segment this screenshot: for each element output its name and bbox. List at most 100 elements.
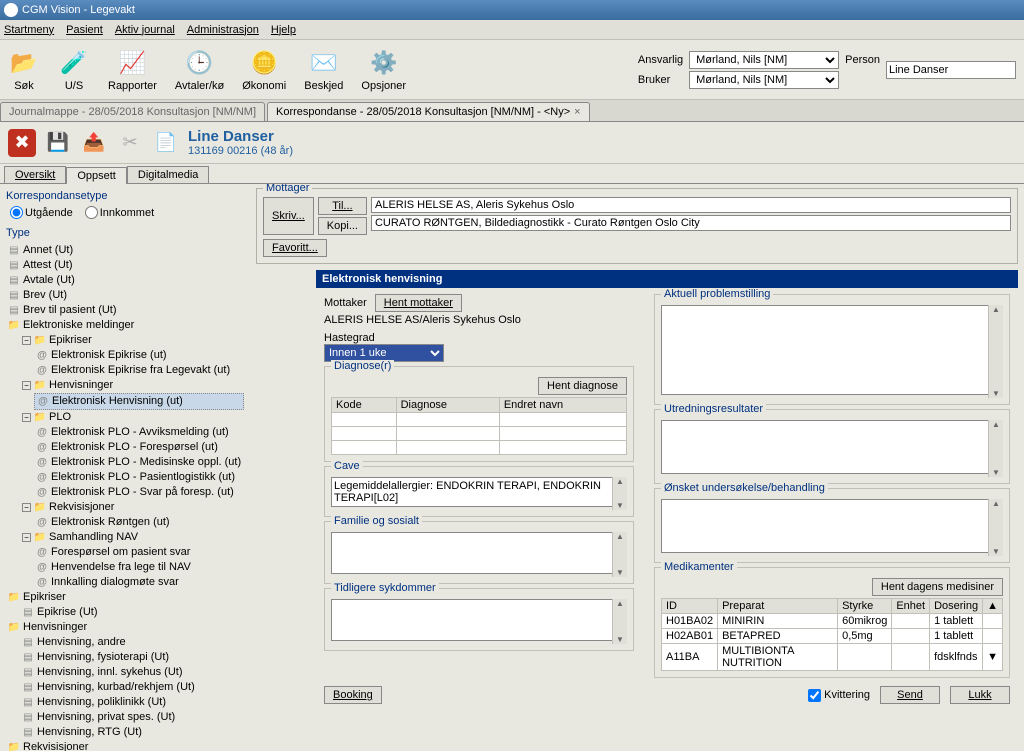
collapse-icon[interactable]: − [22, 336, 31, 345]
scrollbar[interactable]: ▲▼ [612, 532, 627, 577]
tree-samhandling[interactable]: −📁Samhandling NAV [20, 530, 244, 545]
person-input[interactable] [886, 61, 1016, 79]
tree-epikriser[interactable]: −📁Epikriser [20, 333, 244, 348]
kopi-button[interactable]: Kopi... [318, 217, 367, 235]
send-button[interactable]: 📤 [80, 129, 108, 157]
tree-plo3[interactable]: @Elektronisk PLO - Medisinske oppl. (ut) [34, 455, 244, 470]
tree-h7[interactable]: ▤Henvisning, RTG (Ut) [20, 725, 244, 740]
tool-beskjed[interactable]: ✉️Beskjed [304, 48, 343, 92]
tree-henvisninger2[interactable]: 📁Henvisninger [6, 620, 244, 635]
table-row[interactable] [332, 413, 627, 427]
menu-pasient[interactable]: Pasient [66, 24, 103, 36]
utrednings-textarea[interactable] [661, 420, 1003, 474]
med-table[interactable]: IDPreparatStyrkeEnhetDosering▲ H01BA02MI… [661, 598, 1003, 671]
tool-avtaler[interactable]: 🕒Avtaler/kø [175, 48, 224, 92]
tree-nav3[interactable]: @Innkalling dialogmøte svar [34, 575, 244, 590]
cut-button[interactable]: ✂ [116, 129, 144, 157]
send-button[interactable]: Send [880, 686, 940, 704]
menu-startmeny[interactable]: Startmeny [4, 24, 54, 36]
hent-diagnose-button[interactable]: Hent diagnose [538, 377, 627, 395]
tab-korrespondanse[interactable]: Korrespondanse - 28/05/2018 Konsultasjon… [267, 102, 590, 121]
scrollbar[interactable]: ▲▼ [988, 420, 1003, 477]
collapse-icon[interactable]: − [22, 533, 31, 542]
view-tab-oversikt[interactable]: Oversikt [4, 166, 66, 183]
tree-brev-pasient[interactable]: ▤Brev til pasient (Ut) [6, 303, 244, 318]
ansvarlig-select[interactable]: Mørland, Nils [NM] [689, 51, 839, 69]
table-row[interactable]: A11BAMULTIBIONTA NUTRITIONfdsklfnds▼ [662, 644, 1003, 671]
collapse-icon[interactable]: − [22, 381, 31, 390]
table-row[interactable] [332, 427, 627, 441]
tree-h4[interactable]: ▤Henvisning, kurbad/rekhjem (Ut) [20, 680, 244, 695]
tree-plo2[interactable]: @Elektronisk PLO - Forespørsel (ut) [34, 440, 244, 455]
close-button[interactable]: ✖ [8, 129, 36, 157]
table-row[interactable] [332, 441, 627, 455]
tool-opsjoner[interactable]: ⚙️Opsjoner [361, 48, 406, 92]
tree-el-rontgen[interactable]: @Elektronisk Røntgen (ut) [34, 515, 244, 530]
tree-henvisninger[interactable]: −📁Henvisninger [20, 378, 244, 393]
table-row[interactable]: H02AB01BETAPRED0,5mg1 tablett [662, 629, 1003, 644]
close-icon[interactable]: × [574, 106, 580, 118]
tree-annet[interactable]: ▤Annet (Ut) [6, 243, 244, 258]
scrollbar[interactable]: ▲▼ [988, 499, 1003, 556]
familie-textarea[interactable] [331, 532, 627, 574]
tidligere-textarea[interactable] [331, 599, 627, 641]
view-tab-oppsett[interactable]: Oppsett [66, 167, 127, 184]
tree-epikriser2[interactable]: 📁Epikriser [6, 590, 244, 605]
hent-mottaker-button[interactable]: Hent mottaker [375, 294, 462, 312]
diagnose-table[interactable]: KodeDiagnoseEndret navn [331, 397, 627, 455]
menu-administrasjon[interactable]: Administrasjon [187, 24, 259, 36]
skriv-button[interactable]: Skriv... [263, 197, 314, 235]
view-tab-digitalmedia[interactable]: Digitalmedia [127, 166, 210, 183]
tree-rekvisisjoner2[interactable]: 📁Rekvisisjoner [6, 740, 244, 751]
tree-avtale[interactable]: ▤Avtale (Ut) [6, 273, 244, 288]
hent-medisiner-button[interactable]: Hent dagens medisiner [872, 578, 1003, 596]
tree-elektroniske[interactable]: 📁Elektroniske meldinger [6, 318, 244, 333]
collapse-icon[interactable]: − [22, 503, 31, 512]
bruker-select[interactable]: Mørland, Nils [NM] [689, 71, 839, 89]
save-button[interactable]: 💾 [44, 129, 72, 157]
til-input[interactable] [371, 197, 1011, 213]
collapse-icon[interactable]: − [22, 413, 31, 422]
scrollbar[interactable]: ▲▼ [988, 305, 1003, 398]
tree-el-epikrise[interactable]: @Elektronisk Epikrise (ut) [34, 348, 244, 363]
tree-plo[interactable]: −📁PLO [20, 410, 244, 425]
scrollbar[interactable]: ▲▼ [612, 477, 627, 510]
tree-plo4[interactable]: @Elektronisk PLO - Pasientlogistikk (ut) [34, 470, 244, 485]
til-button[interactable]: Til... [318, 197, 367, 215]
table-row[interactable]: H01BA02MINIRIN60mikrog1 tablett [662, 614, 1003, 629]
scrollbar[interactable]: ▲▼ [612, 599, 627, 644]
tree-h1[interactable]: ▤Henvisning, andre [20, 635, 244, 650]
favoritt-button[interactable]: Favoritt... [263, 239, 327, 257]
menu-hjelp[interactable]: Hjelp [271, 24, 296, 36]
tree-h5[interactable]: ▤Henvisning, poliklinikk (Ut) [20, 695, 244, 710]
tubes-icon: 🧪 [58, 48, 90, 78]
tree-nav1[interactable]: @Forespørsel om pasient svar [34, 545, 244, 560]
tree-h2[interactable]: ▤Henvisning, fysioterapi (Ut) [20, 650, 244, 665]
kvittering-checkbox[interactable]: Kvittering [808, 689, 870, 702]
tool-okonomi[interactable]: 🪙Økonomi [242, 48, 286, 92]
aktuell-textarea[interactable] [661, 305, 1003, 395]
tool-sok[interactable]: 📂Søk [8, 48, 40, 92]
tree-el-epikrise-lv[interactable]: @Elektronisk Epikrise fra Legevakt (ut) [34, 363, 244, 378]
menu-aktiv-journal[interactable]: Aktiv journal [115, 24, 175, 36]
onsket-textarea[interactable] [661, 499, 1003, 553]
tree-rekvisisjoner[interactable]: −📁Rekvisisjoner [20, 500, 244, 515]
tree-nav2[interactable]: @Henvendelse fra lege til NAV [34, 560, 244, 575]
tool-rapporter[interactable]: 📈Rapporter [108, 48, 157, 92]
tree-attest[interactable]: ▤Attest (Ut) [6, 258, 244, 273]
radio-utgaende[interactable]: Utgående [10, 206, 73, 219]
cave-textarea[interactable]: Legemiddelallergier: ENDOKRIN TERAPI, EN… [331, 477, 627, 507]
tree-brev[interactable]: ▤Brev (Ut) [6, 288, 244, 303]
booking-button[interactable]: Booking [324, 686, 382, 704]
tab-journalmappe[interactable]: Journalmappe - 28/05/2018 Konsultasjon [… [0, 102, 265, 121]
tree-h6[interactable]: ▤Henvisning, privat spes. (Ut) [20, 710, 244, 725]
tree-plo1[interactable]: @Elektronisk PLO - Avviksmelding (ut) [34, 425, 244, 440]
tree-plo5[interactable]: @Elektronisk PLO - Svar på foresp. (ut) [34, 485, 244, 500]
tree-epikrise-ut[interactable]: ▤Epikrise (Ut) [20, 605, 244, 620]
tree-el-henvisning[interactable]: @Elektronisk Henvisning (ut) [34, 393, 244, 410]
lukk-button[interactable]: Lukk [950, 686, 1010, 704]
tool-us[interactable]: 🧪U/S [58, 48, 90, 92]
radio-innkommet[interactable]: Innkommet [85, 206, 154, 219]
tree-h3[interactable]: ▤Henvisning, innl. sykehus (Ut) [20, 665, 244, 680]
kopi-input[interactable] [371, 215, 1011, 231]
